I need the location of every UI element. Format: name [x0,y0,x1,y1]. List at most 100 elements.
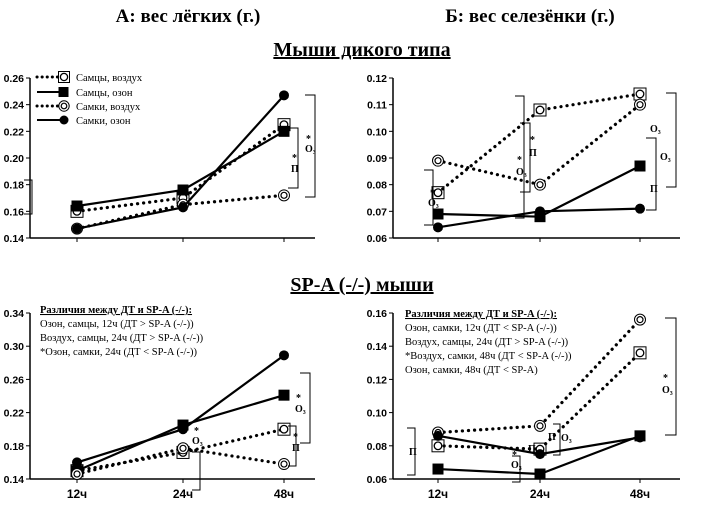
data-point-males-air [431,439,445,453]
data-point-males-ozone [278,389,290,401]
svg-text:O₃: O₃ [295,404,306,415]
y-tick-label: 0.06 [367,474,388,486]
svg-text:O₃: O₃ [650,124,661,135]
data-point-females-air [278,458,290,471]
y-tick-label: 0.24 [4,100,25,112]
spleen-weight-title: Б: вес селезёнки (г.) [445,6,615,27]
data-point-males-air [633,346,647,360]
y-tick-label: 0.14 [367,341,388,353]
svg-text:O₃: O₃ [662,385,673,396]
svg-text:*: * [517,155,522,166]
y-tick-label: 0.12 [367,73,388,85]
y-tick-label: 0.12 [367,374,388,386]
note-line: *Озон, самки, 24ч (ДТ < SP-A (-/-)) [40,347,197,358]
svg-text:O₃: O₃ [428,198,439,209]
y-tick-label: 0.11 [367,100,387,112]
svg-text:*: * [430,188,435,199]
data-point-males-air [277,422,291,436]
note-line: Озон, самки, 12ч (ДТ < SP-A (-/-)) [405,323,557,334]
y-tick-label: 0.14 [4,474,25,486]
legend-item-males-ozone: Самцы, озон [37,87,133,99]
svg-text:O₃: O₃ [516,167,527,178]
lung-weight-title: А: вес лёгких (г.) [116,6,261,27]
data-point-females-ozone [635,203,645,214]
legend-item-males-air: Самцы, воздух [35,71,143,84]
y-tick-label: 0.07 [367,206,388,218]
x-tick-label: 12ч [67,487,87,501]
data-point-females-air [534,178,546,191]
legend: Самцы, воздух Самцы, озон Самки, воздух … [35,71,143,127]
data-point-females-air [432,154,444,167]
y-tick-label: 0.10 [367,126,388,138]
data-point-females-ozone [178,202,188,213]
series-line-males-air [75,123,286,213]
data-point-males-ozone [534,211,546,223]
svg-text:*: * [512,450,517,461]
note-line: Озон, самцы, 12ч (ДТ > SP-A (-/-)) [40,319,194,330]
note-line: Озон, самки, 48ч (ДТ < SP-A) [405,365,538,376]
svg-text:*: * [530,135,535,146]
y-tick-label: 0.08 [367,180,388,192]
data-point-females-ozone [635,432,645,443]
series-line-females-air [436,103,642,187]
data-point-females-air [278,189,290,202]
svg-text:*: * [306,134,311,145]
data-point-females-air [534,419,546,432]
svg-text:П: П [650,184,658,195]
legend-label: Самки, воздух [76,102,141,113]
data-point-males-air [633,87,647,101]
legend-label: Самцы, озон [76,88,133,99]
data-point-females-ozone [433,222,443,233]
y-tick-label: 0.22 [4,408,25,420]
svg-text:O₃: O₃ [192,436,203,447]
y-tick-label: 0.10 [367,408,388,420]
data-point-males-ozone [634,160,646,172]
note-line: *Воздух, самки, 48ч (ДТ < SP-A (-/-)) [405,351,572,362]
data-point-males-ozone [71,200,83,212]
data-point-females-air [634,313,646,326]
svg-text:O₃: O₃ [561,433,572,444]
data-point-females-ozone [279,90,289,101]
svg-text:*: * [296,393,301,404]
data-point-females-ozone [72,457,82,468]
significance-annotations [24,92,677,491]
data-point-males-air [533,103,547,117]
data-point-females-ozone [535,449,545,460]
x-tick-label: 48ч [630,487,650,501]
y-tick-label: 0.20 [4,153,25,165]
y-tick-label: 0.16 [4,206,25,218]
svg-text:O₃: O₃ [511,460,522,471]
data-point-females-air [634,98,646,111]
note-line: Воздух, самцы, 24ч (ДТ > SP-A (-/-)) [40,333,204,344]
series-line-males-air [436,92,642,195]
y-tick-label: 0.18 [4,180,25,192]
x-tick-label: 12ч [428,487,448,501]
svg-text:П: П [409,447,417,458]
svg-text:*: * [292,153,297,164]
chart-spleen-wild-type: 0.06 0.07 0.08 0.09 0.10 0.11 0.12 [367,73,680,245]
svg-text:O₃: O₃ [660,152,671,163]
data-point-males-air [431,186,445,200]
spleen-ko-differences-note: Различия между ДТ и SP-A (-/-): Озон, са… [405,309,572,376]
y-tick-label: 0.14 [4,233,25,245]
chart-spleen-spa-knockout: 0.06 0.08 0.10 0.12 0.14 0.16 12ч 24ч 48ч [367,308,680,501]
chart-lung-spa-knockout: 0.14 0.18 0.22 0.26 0.30 0.34 12ч 24ч 48ч [4,308,315,501]
svg-text:П: П [528,444,536,455]
legend-item-females-ozone: Самки, озон [37,115,131,127]
wild-type-row-title: Мыши дикого типа [273,39,450,61]
y-tick-label: 0.26 [4,73,25,85]
svg-text:П: П [291,164,299,175]
svg-text:O₃: O₃ [305,144,316,155]
y-tick-label: 0.18 [4,441,25,453]
y-tick-label: 0.09 [367,153,388,165]
data-point-males-ozone [432,208,444,220]
y-tick-label: 0.06 [367,233,388,245]
data-point-females-ozone [279,350,289,361]
y-tick-label: 0.34 [4,308,25,320]
data-point-females-air [177,442,189,455]
note-header: Различия между ДТ и SP-A (-/-): [40,305,192,316]
note-header: Различия между ДТ и SP-A (-/-): [405,309,557,320]
significance-labels: *O₃ *П *П *O₃ *O₃ O₃ O₃ П *O₃ *O₃ *П *O₃… [192,124,673,471]
data-point-males-ozone [534,468,546,480]
legend-item-females-air: Самки, воздух [35,100,141,113]
